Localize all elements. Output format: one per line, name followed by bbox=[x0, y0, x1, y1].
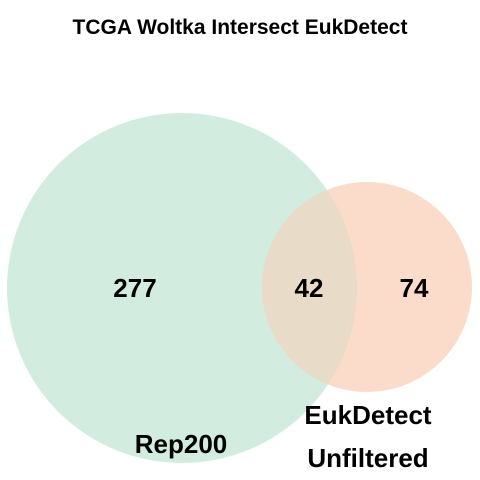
left-only-count: 277 bbox=[113, 273, 156, 303]
intersection-count: 42 bbox=[295, 273, 324, 303]
set-label-rep200: Rep200 bbox=[135, 429, 228, 459]
right-only-count: 74 bbox=[400, 273, 429, 303]
set-label-eukdetect-line1: EukDetect bbox=[304, 400, 431, 430]
set-label-eukdetect-line2: Unfiltered bbox=[307, 443, 428, 473]
set-circle-rep200 bbox=[7, 113, 357, 463]
intersection-region bbox=[262, 182, 357, 392]
diagram-title: TCGA Woltka Intersect EukDetect bbox=[72, 16, 408, 39]
